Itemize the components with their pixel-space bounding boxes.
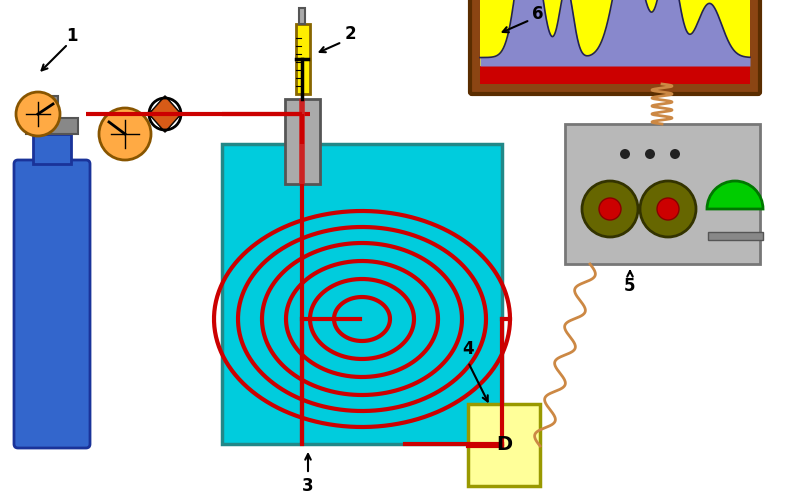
Bar — [26, 118, 78, 134]
Circle shape — [582, 181, 638, 237]
Wedge shape — [707, 181, 763, 209]
FancyBboxPatch shape — [470, 0, 760, 94]
Bar — [708, 232, 763, 240]
Bar — [480, 0, 750, 84]
Bar — [285, 99, 320, 184]
Circle shape — [16, 92, 60, 136]
Circle shape — [645, 149, 655, 159]
Circle shape — [670, 149, 680, 159]
Text: 2: 2 — [344, 25, 356, 43]
FancyBboxPatch shape — [14, 160, 90, 448]
Bar — [46, 96, 58, 118]
Polygon shape — [149, 96, 181, 132]
Circle shape — [640, 181, 696, 237]
Bar — [296, 24, 310, 94]
Text: D: D — [496, 435, 512, 455]
Circle shape — [657, 198, 679, 220]
Text: 4: 4 — [463, 340, 474, 358]
Polygon shape — [149, 96, 181, 132]
Bar — [33, 134, 71, 164]
Bar — [565, 124, 760, 264]
Circle shape — [599, 198, 621, 220]
Text: 1: 1 — [66, 27, 78, 45]
Circle shape — [620, 149, 630, 159]
Bar — [299, 8, 305, 24]
Bar — [480, 66, 750, 84]
Bar — [468, 404, 540, 486]
Circle shape — [99, 108, 151, 160]
Text: 5: 5 — [624, 277, 636, 295]
Text: 3: 3 — [302, 477, 314, 495]
Bar — [222, 144, 502, 444]
Text: 6: 6 — [532, 5, 544, 23]
